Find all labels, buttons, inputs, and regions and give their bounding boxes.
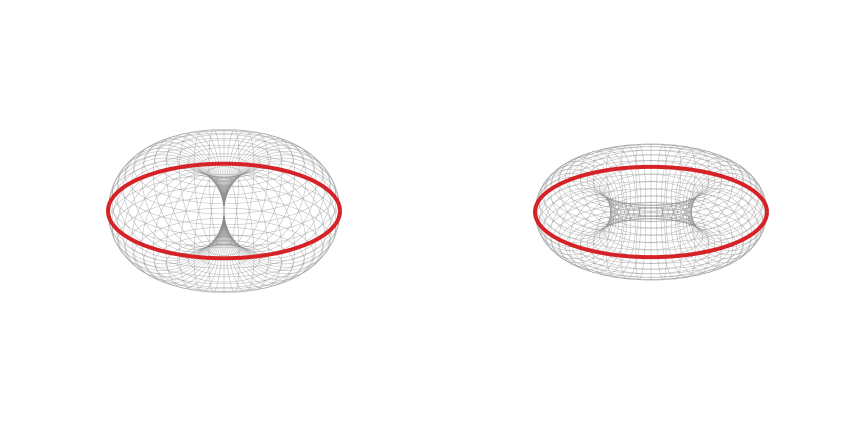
parallel-line	[557, 207, 745, 281]
parallel-line	[603, 212, 699, 250]
parallel-line	[609, 188, 693, 222]
meridian-line	[223, 135, 295, 249]
highlighted-equator	[533, 164, 769, 260]
parallel-line	[143, 129, 305, 196]
parallel-line	[133, 217, 315, 293]
parallel-line	[557, 143, 745, 217]
parallel-line	[593, 218, 709, 264]
parallel-line	[197, 244, 251, 266]
parallel-line	[177, 243, 271, 283]
parallel-line	[154, 234, 294, 292]
parallel-line	[541, 188, 761, 275]
parallel-line	[124, 207, 324, 290]
parallel-line	[117, 196, 331, 285]
parallel-line	[222, 220, 226, 223]
meridian-line	[223, 131, 269, 247]
parallel-line	[222, 199, 226, 202]
parallel-line	[551, 201, 751, 280]
meridian-line	[223, 173, 295, 287]
parallel-line	[586, 218, 716, 270]
parallel-line	[565, 144, 737, 212]
parallel-line	[124, 132, 324, 215]
horn-torus-wireframe	[106, 129, 342, 293]
parallel-line	[165, 240, 283, 288]
meridian-line	[179, 131, 225, 247]
highlighted-equator	[106, 161, 342, 261]
meridian-line	[153, 135, 225, 249]
parallel-line	[112, 185, 336, 278]
parallel-line	[213, 177, 235, 186]
parallel-line	[593, 160, 709, 206]
parallel-line	[599, 216, 703, 257]
ring-torus-wireframe	[533, 143, 769, 281]
parallel-line	[607, 181, 695, 216]
parallel-line	[117, 137, 331, 226]
parallel-line	[565, 212, 737, 280]
parallel-line	[609, 202, 693, 236]
parallel-line	[610, 195, 692, 229]
meridian-line	[153, 173, 225, 287]
parallel-line	[154, 130, 294, 188]
parallel-line	[165, 134, 283, 182]
parallel-line	[187, 245, 261, 275]
parallel-line	[219, 188, 229, 193]
parallel-line	[599, 167, 703, 208]
meridian-line	[223, 175, 269, 291]
parallel-line	[545, 195, 757, 278]
parallel-line	[219, 229, 229, 234]
parallel-line	[206, 241, 242, 256]
parallel-line	[545, 146, 757, 229]
parallel-line	[607, 208, 695, 243]
meridian-line	[179, 175, 225, 291]
parallel-line	[197, 156, 251, 178]
